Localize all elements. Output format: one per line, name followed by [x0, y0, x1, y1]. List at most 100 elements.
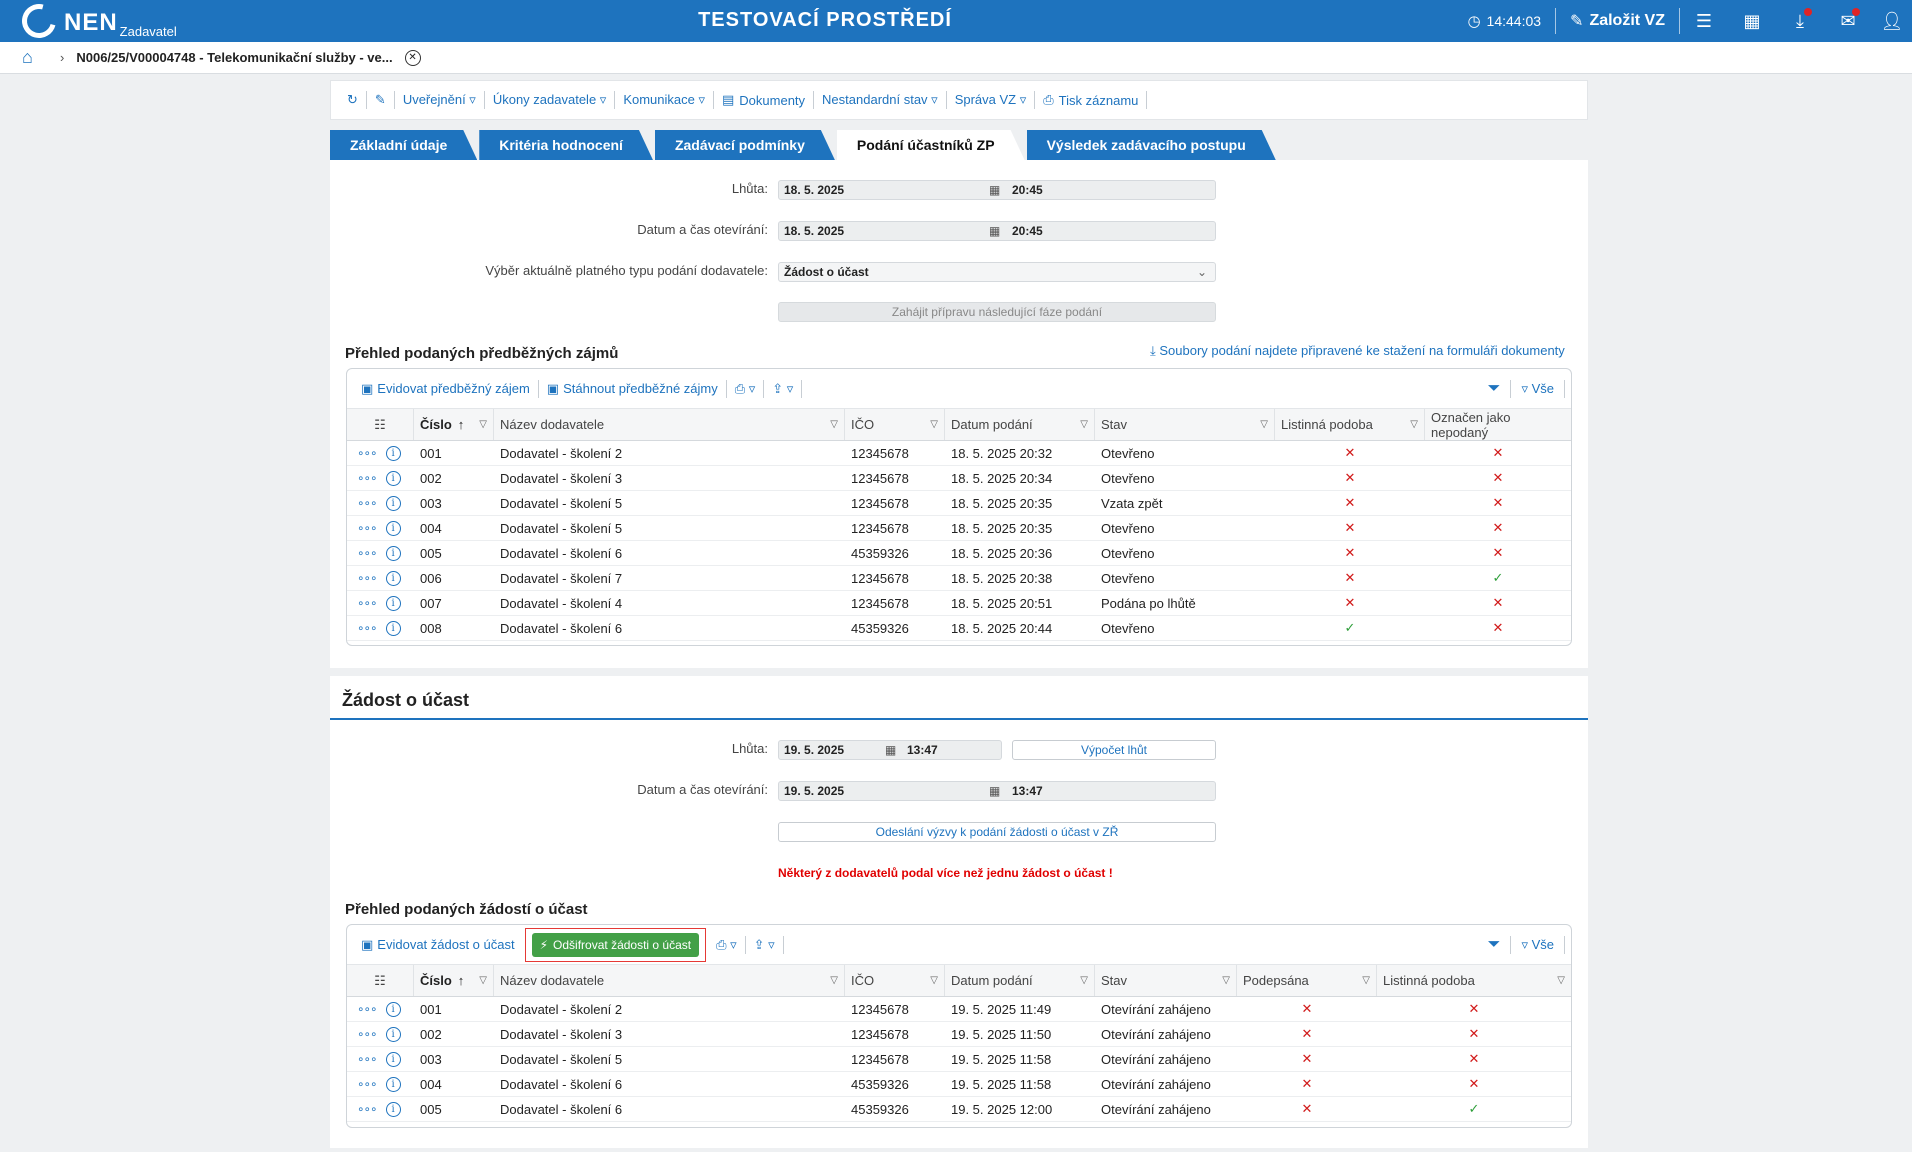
export-menu-button[interactable]: ⇪ ▿: [753, 936, 775, 952]
header-paper-form[interactable]: Listinná podoba ▽: [1377, 965, 1571, 996]
close-icon[interactable]: ✕: [404, 49, 421, 66]
more-options-icon[interactable]: ∘∘∘: [357, 1102, 378, 1116]
header-submission-date[interactable]: Datum podání ▽: [945, 409, 1095, 440]
start-next-phase-button[interactable]: Zahájit přípravu následující fáze podání: [778, 302, 1216, 322]
filter-icon[interactable]: ▽: [479, 975, 487, 986]
filter-icon[interactable]: ▽: [930, 419, 938, 430]
header-paper-form[interactable]: Listinná podoba ▽: [1275, 409, 1425, 440]
tab-result[interactable]: Výsledek zadávacího postupu: [1027, 130, 1276, 160]
filter-icon[interactable]: ▽: [479, 419, 487, 430]
opening-field[interactable]: 18. 5. 2025 ▦ 20:45: [778, 221, 1216, 241]
more-options-icon[interactable]: ∘∘∘: [357, 496, 378, 510]
info-icon[interactable]: i: [385, 1026, 401, 1042]
info-icon[interactable]: i: [385, 520, 401, 536]
more-options-icon[interactable]: ∘∘∘: [357, 521, 378, 535]
download-files-link[interactable]: ⤓ Soubory podání najdete připravené ke s…: [1150, 343, 1565, 359]
header-supplier-name[interactable]: Název dodavatele ▽: [494, 965, 845, 996]
opening-field[interactable]: 19. 5. 2025 ▦ 13:47: [778, 781, 1216, 801]
header-marked-unsubmitted[interactable]: Označen jako nepodaný: [1425, 409, 1571, 440]
info-icon[interactable]: i: [385, 595, 401, 611]
decrypt-requests-button[interactable]: ⚡︎ Odšifrovat žádosti o účast: [531, 932, 700, 957]
more-options-icon[interactable]: ∘∘∘: [357, 1077, 378, 1091]
header-ico[interactable]: IČO ▽: [845, 409, 945, 440]
filter-icon[interactable]: ▽: [1557, 975, 1565, 986]
filter-icon[interactable]: ⏷: [1487, 936, 1501, 953]
info-icon[interactable]: i: [385, 1051, 401, 1067]
tab-submissions[interactable]: Podání účastníků ZP: [837, 130, 1025, 160]
info-icon[interactable]: i: [385, 495, 401, 511]
table-row[interactable]: ∘∘∘ i 008 Dodavatel - školení 6 45359326 18. …: [347, 616, 1571, 641]
table-row[interactable]: ∘∘∘ i 005 Dodavatel - školení 6 45359326 18. …: [347, 541, 1571, 566]
filter-icon[interactable]: ▽: [830, 975, 838, 986]
filter-icon[interactable]: ▽: [930, 975, 938, 986]
toolbar-print-record[interactable]: ⎙ Tisk záznamu: [1035, 92, 1146, 108]
tab-evaluation-criteria[interactable]: Kritéria hodnocení: [479, 130, 653, 160]
calendar-icon[interactable]: ▦: [989, 224, 1001, 238]
table-row[interactable]: ∘∘∘ i 002 Dodavatel - školení 3 12345678 19. …: [347, 1022, 1571, 1047]
more-options-icon[interactable]: ∘∘∘: [357, 1002, 378, 1016]
filter-icon[interactable]: ▽: [1410, 419, 1418, 430]
more-options-icon[interactable]: ∘∘∘: [357, 1027, 378, 1041]
more-options-icon[interactable]: ∘∘∘: [357, 571, 378, 585]
print-menu-button[interactable]: ⎙ ▿: [716, 936, 737, 952]
filter-icon[interactable]: ▽: [1080, 975, 1088, 986]
deadline-field[interactable]: 18. 5. 2025 ▦ 20:45: [778, 180, 1216, 200]
tab-basic-info[interactable]: Základní údaje: [330, 130, 477, 160]
toolbar-communication[interactable]: Komunikace ▿: [623, 92, 705, 107]
more-options-icon[interactable]: ∘∘∘: [357, 621, 378, 635]
info-icon[interactable]: i: [385, 470, 401, 486]
filter-icon[interactable]: ▽: [830, 419, 838, 430]
calendar-icon[interactable]: ▦: [989, 784, 1001, 798]
register-interest-button[interactable]: ▣ Evidovat předběžný zájem: [355, 381, 536, 397]
header-supplier-name[interactable]: Název dodavatele ▽: [494, 409, 845, 440]
table-row[interactable]: ∘∘∘ i 001 Dodavatel - školení 2 12345678 19. …: [347, 997, 1571, 1022]
toolbar-contracting-acts[interactable]: Úkony zadavatele ▿: [492, 92, 607, 107]
more-options-icon[interactable]: ∘∘∘: [357, 546, 378, 560]
filter-icon[interactable]: ▽: [1260, 419, 1268, 430]
header-number[interactable]: Číslo ↑ ▽: [414, 965, 494, 996]
filter-icon[interactable]: ▽: [1222, 975, 1230, 986]
info-icon[interactable]: i: [385, 1001, 401, 1017]
view-all-select[interactable]: ▿ Vše: [1521, 381, 1554, 396]
nen-logo[interactable]: NEN Zadavatel: [15, 0, 177, 45]
tab-tender-conditions[interactable]: Zadávací podmínky: [655, 130, 835, 160]
info-icon[interactable]: i: [385, 545, 401, 561]
header-signed[interactable]: Podepsána ▽: [1237, 965, 1377, 996]
toolbar-vz-management[interactable]: Správa VZ ▿: [954, 92, 1027, 107]
more-options-icon[interactable]: ∘∘∘: [357, 446, 378, 460]
create-vz-button[interactable]: ✎ Založit VZ: [1556, 0, 1679, 42]
filter-icon[interactable]: ▽: [1080, 419, 1088, 430]
table-row[interactable]: ∘∘∘ i 001 Dodavatel - školení 2 12345678 18. …: [347, 441, 1571, 466]
download-interests-button[interactable]: ▣ Stáhnout předběžné zájmy: [541, 381, 724, 397]
toolbar-documents[interactable]: ▤ Dokumenty: [714, 92, 813, 108]
header-ico[interactable]: IČO ▽: [845, 965, 945, 996]
toolbar-publish[interactable]: Uveřejnění ▿: [402, 92, 476, 107]
info-icon[interactable]: i: [385, 445, 401, 461]
mail-icon[interactable]: ✉: [1824, 0, 1872, 42]
table-row[interactable]: ∘∘∘ i 003 Dodavatel - školení 5 12345678 18. …: [347, 491, 1571, 516]
menu-icon[interactable]: ☰: [1695, 10, 1713, 31]
info-icon[interactable]: i: [385, 1101, 401, 1117]
calendar-icon[interactable]: ▦: [885, 743, 897, 757]
table-row[interactable]: ∘∘∘ i 005 Dodavatel - školení 6 45359326 19. …: [347, 1097, 1571, 1122]
table-row[interactable]: ∘∘∘ i 004 Dodavatel - školení 5 12345678 18. …: [347, 516, 1571, 541]
info-icon[interactable]: i: [385, 620, 401, 636]
download-icon[interactable]: ⤓: [1776, 0, 1824, 42]
print-menu-button[interactable]: ⎙ ▿: [734, 380, 756, 396]
calendar-icon[interactable]: ▦: [989, 183, 1001, 197]
column-settings-icon[interactable]: ☷: [347, 965, 414, 996]
header-state[interactable]: Stav ▽: [1095, 409, 1275, 440]
refresh-icon[interactable]: ↻: [347, 92, 358, 107]
deadline-field[interactable]: 19. 5. 2025 ▦ 13:47: [778, 740, 1002, 760]
filter-icon[interactable]: ▽: [1362, 975, 1370, 986]
view-all-select[interactable]: ▿ Vše: [1521, 937, 1554, 952]
home-icon[interactable]: ⌂: [22, 47, 33, 67]
export-menu-button[interactable]: ⇪ ▿: [772, 380, 794, 396]
more-options-icon[interactable]: ∘∘∘: [357, 471, 378, 485]
info-icon[interactable]: i: [385, 570, 401, 586]
table-row[interactable]: ∘∘∘ i 002 Dodavatel - školení 3 12345678 18. …: [347, 466, 1571, 491]
more-options-icon[interactable]: ∘∘∘: [357, 1052, 378, 1066]
calendar-icon[interactable]: ▦: [1743, 10, 1761, 31]
register-request-button[interactable]: ▣ Evidovat žádost o účast: [355, 937, 521, 953]
header-number[interactable]: Číslo ↑ ▽: [414, 409, 494, 440]
